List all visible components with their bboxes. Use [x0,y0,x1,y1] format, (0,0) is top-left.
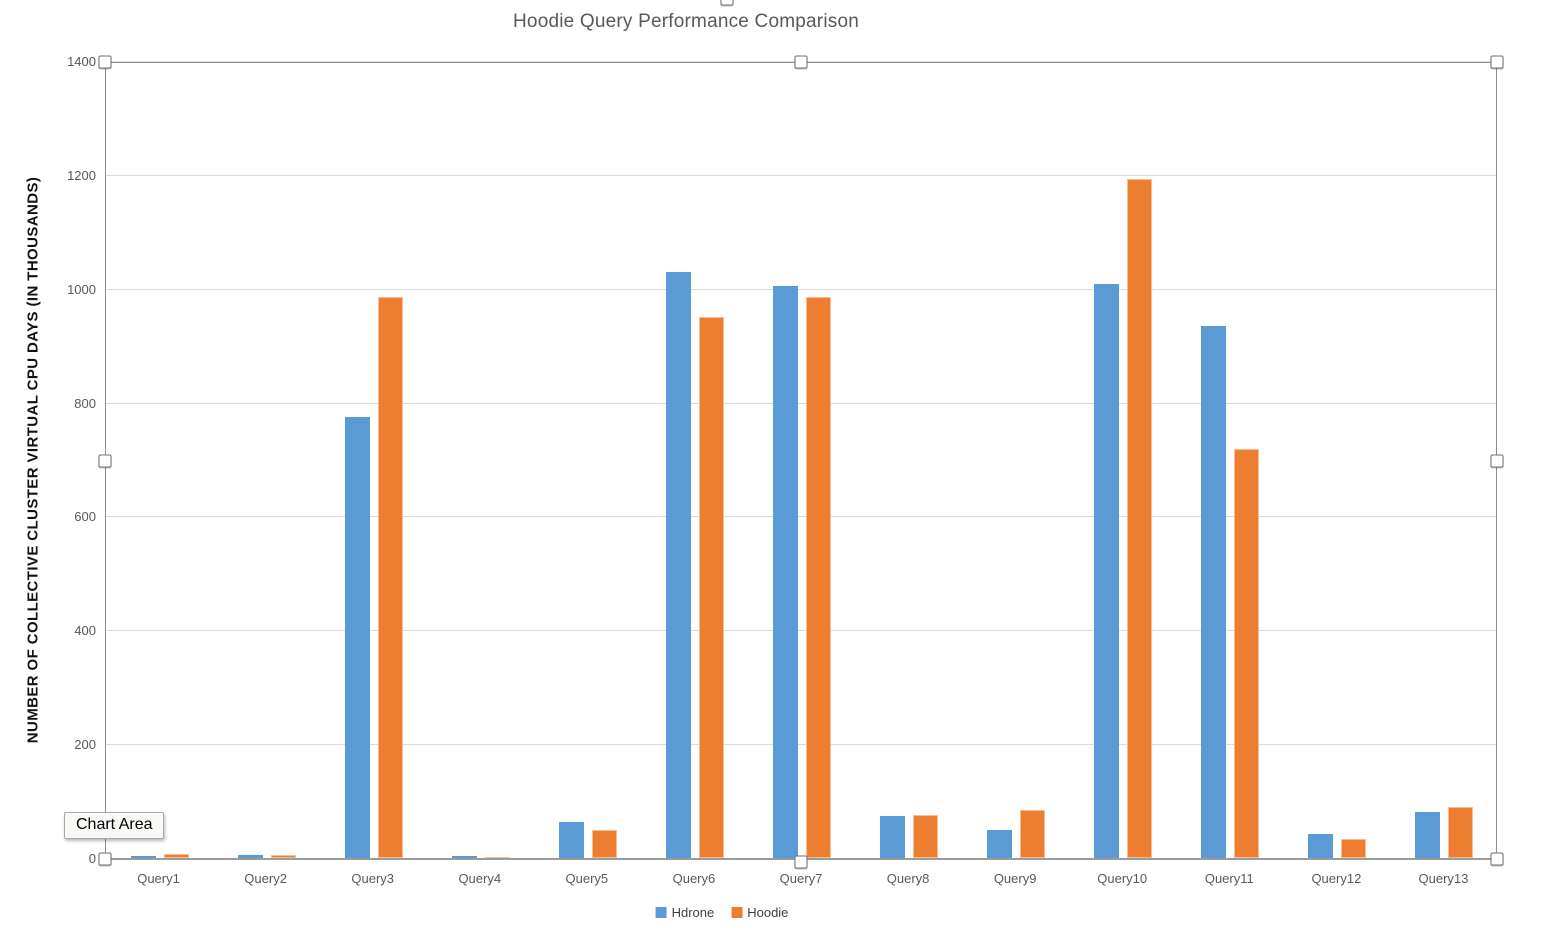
y-axis-title[interactable]: NUMBER OF COLLECTIVE CLUSTER VIRTUAL CPU… [24,176,42,744]
gridline-1200 [106,174,1496,176]
bar-hdrone-query9[interactable] [987,829,1013,858]
legend-swatch-hdrone-icon [655,907,667,918]
gridline-1000 [106,288,1496,290]
x-axis-label-query6: Query6 [672,871,716,886]
bar-hoodie-query6[interactable] [698,317,724,858]
x-axis-label-query5: Query5 [565,871,609,886]
bar-hoodie-query13[interactable] [1448,807,1474,858]
bar-hdrone-query6[interactable] [665,271,691,858]
x-axis-label-query7: Query7 [779,871,823,886]
x-axis-label-query2: Query2 [244,871,287,886]
bar-hdrone-query13[interactable] [1415,812,1441,858]
gridline-800 [106,402,1496,404]
x-axis-label-query11: Query11 [1204,871,1254,886]
bar-hoodie-query8[interactable] [913,815,939,858]
x-axis-label-query4: Query4 [458,871,502,886]
bar-hoodie-query2[interactable] [270,855,296,858]
y-tick-label-200: 200 [74,737,96,753]
plot-area[interactable] [105,61,1497,859]
bar-hoodie-query10[interactable] [1127,178,1153,858]
bar-hdrone-query3[interactable] [344,416,370,858]
bar-hoodie-query5[interactable] [591,829,617,858]
bar-hoodie-query12[interactable] [1341,839,1367,858]
selection-handle-sw[interactable] [98,852,112,866]
x-axis-label-query3: Query3 [351,871,395,886]
bar-hdrone-query11[interactable] [1201,325,1227,858]
x-axis-label-query9: Query9 [993,871,1037,886]
x-axis-label-query8: Query8 [886,871,930,886]
x-axis-label-query1: Query1 [137,871,180,886]
legend-item-hdrone[interactable]: Hdrone [655,905,715,920]
bar-hoodie-query3[interactable] [377,297,403,858]
legend-label-hdrone: Hdrone [671,905,715,920]
bar-hoodie-query1[interactable] [163,854,189,858]
bar-hoodie-query4[interactable] [484,856,510,858]
chart-area-tooltip: Chart Area [64,812,165,839]
x-axis-label-query12: Query12 [1311,871,1362,886]
y-tick-label-1400: 1400 [67,54,96,69]
gridline-600 [106,516,1496,518]
y-tick-label-800: 800 [74,395,96,411]
y-tick-label-1000: 1000 [67,281,96,297]
selection-handle-e[interactable] [1490,454,1504,467]
gridline-200 [106,744,1496,746]
bar-hoodie-query9[interactable] [1020,809,1046,858]
bar-hdrone-query7[interactable] [773,285,798,858]
y-tick-label-1200: 1200 [67,167,96,183]
x-axis-label-query10: Query10 [1097,871,1148,886]
bar-hoodie-query11[interactable] [1234,449,1260,858]
bar-hdrone-query12[interactable] [1308,834,1334,858]
bar-hdrone-query1[interactable] [130,855,156,858]
legend[interactable]: Hdrone Hoodie [655,905,788,920]
y-tick-label-600: 600 [74,509,96,525]
y-tick-label-400: 400 [74,623,96,639]
bar-hdrone-query2[interactable] [237,854,263,858]
selection-handle-s[interactable] [794,855,808,869]
selection-handle-w[interactable] [98,454,112,467]
bar-hdrone-query8[interactable] [880,816,906,858]
selection-handle-nw[interactable] [98,55,112,69]
bar-hoodie-query7[interactable] [806,297,831,858]
chart-title[interactable]: Hoodie Query Performance Comparison [513,11,859,32]
x-axis-label-query13: Query13 [1418,871,1469,886]
bar-hdrone-query10[interactable] [1094,284,1120,858]
selection-handle-ne[interactable] [1490,55,1504,69]
legend-swatch-hoodie-icon [731,907,743,918]
legend-label-hoodie: Hoodie [747,905,789,920]
legend-item-hoodie[interactable]: Hoodie [731,905,788,920]
selection-handle-se[interactable] [1490,852,1504,866]
bar-hdrone-query5[interactable] [558,822,584,858]
y-tick-label-0: 0 [88,851,96,866]
gridline-400 [106,630,1496,632]
selection-handle-n[interactable] [794,55,808,69]
selection-handle-chart-top[interactable] [720,0,734,6]
bar-hdrone-query4[interactable] [451,856,477,858]
